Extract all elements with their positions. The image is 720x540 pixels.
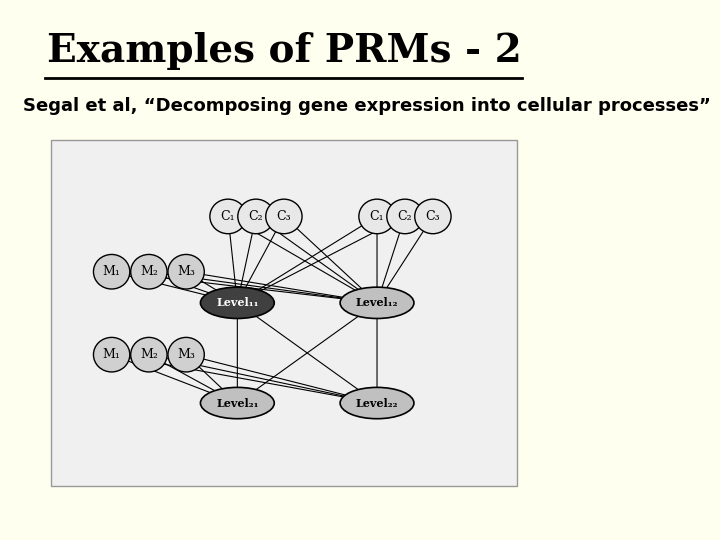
Text: Level₁₁: Level₁₁ bbox=[216, 298, 258, 308]
Text: M₃: M₃ bbox=[177, 265, 195, 278]
Circle shape bbox=[387, 199, 423, 234]
Text: M₂: M₂ bbox=[140, 348, 158, 361]
Text: M₃: M₃ bbox=[177, 348, 195, 361]
Text: M₁: M₁ bbox=[103, 265, 120, 278]
Text: Level₁₂: Level₁₂ bbox=[356, 298, 398, 308]
Text: C₁: C₁ bbox=[369, 210, 384, 223]
Text: C₂: C₂ bbox=[248, 210, 264, 223]
Text: M₁: M₁ bbox=[103, 348, 120, 361]
Circle shape bbox=[168, 254, 204, 289]
Text: M₂: M₂ bbox=[140, 265, 158, 278]
Text: Examples of PRMs - 2: Examples of PRMs - 2 bbox=[47, 32, 521, 70]
Circle shape bbox=[94, 254, 130, 289]
Circle shape bbox=[210, 199, 246, 234]
Ellipse shape bbox=[200, 287, 274, 319]
Circle shape bbox=[94, 338, 130, 372]
Ellipse shape bbox=[200, 387, 274, 419]
Circle shape bbox=[168, 338, 204, 372]
Text: C₁: C₁ bbox=[221, 210, 235, 223]
Circle shape bbox=[266, 199, 302, 234]
Text: Level₂₁: Level₂₁ bbox=[216, 397, 258, 409]
Text: Segal et al, “Decomposing gene expression into cellular processes”: Segal et al, “Decomposing gene expressio… bbox=[23, 97, 711, 115]
Text: C₃: C₃ bbox=[276, 210, 291, 223]
Ellipse shape bbox=[340, 287, 414, 319]
Text: Level₂₂: Level₂₂ bbox=[356, 397, 398, 409]
FancyBboxPatch shape bbox=[51, 140, 517, 486]
Circle shape bbox=[131, 338, 167, 372]
Circle shape bbox=[131, 254, 167, 289]
Text: C₃: C₃ bbox=[426, 210, 440, 223]
Circle shape bbox=[238, 199, 274, 234]
Ellipse shape bbox=[340, 387, 414, 419]
Circle shape bbox=[359, 199, 395, 234]
Text: C₂: C₂ bbox=[397, 210, 413, 223]
Circle shape bbox=[415, 199, 451, 234]
